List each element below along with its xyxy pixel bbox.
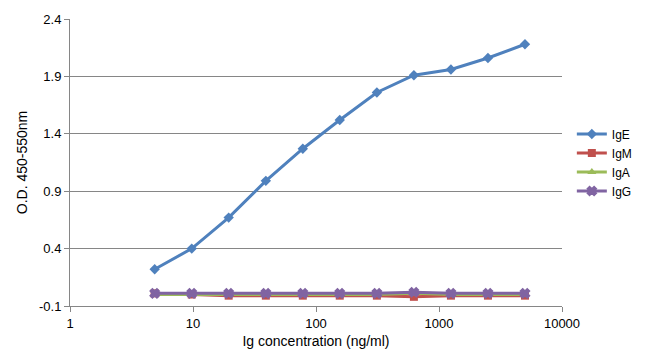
svg-text:100: 100 <box>305 316 327 331</box>
svg-text:1.4: 1.4 <box>43 126 61 141</box>
svg-text:2.4: 2.4 <box>43 12 61 27</box>
svg-text:0.9: 0.9 <box>43 184 61 199</box>
svg-text:IgM: IgM <box>612 147 632 161</box>
svg-text:O.D. 450-550nm: O.D. 450-550nm <box>14 111 30 214</box>
svg-text:IgA: IgA <box>612 166 630 180</box>
svg-text:10000: 10000 <box>544 316 580 331</box>
svg-text:IgE: IgE <box>612 128 630 142</box>
svg-text:10: 10 <box>186 316 200 331</box>
svg-text:1.9: 1.9 <box>43 69 61 84</box>
svg-text:IgG: IgG <box>612 185 631 199</box>
svg-text:-0.1: -0.1 <box>39 299 61 314</box>
svg-text:Ig concentration (ng/ml): Ig concentration (ng/ml) <box>242 333 389 349</box>
svg-text:1000: 1000 <box>425 316 454 331</box>
svg-text:0.4: 0.4 <box>43 241 61 256</box>
svg-text:1: 1 <box>66 316 73 331</box>
